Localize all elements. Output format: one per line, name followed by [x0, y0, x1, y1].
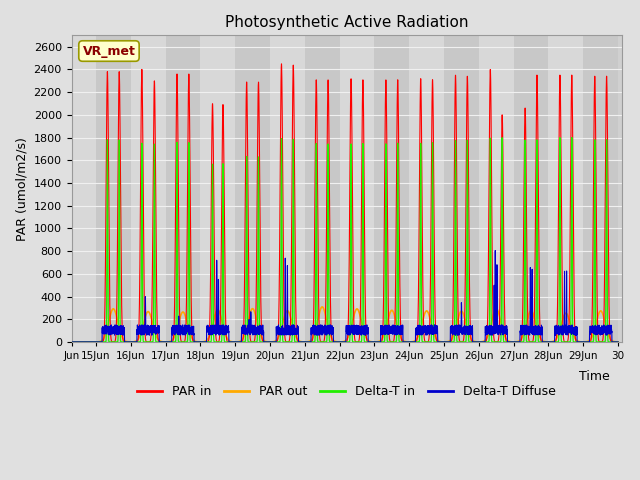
Bar: [235, 36, 270, 342]
Bar: [514, 36, 548, 342]
Title: Photosynthetic Active Radiation: Photosynthetic Active Radiation: [225, 15, 468, 30]
Bar: [61, 36, 96, 342]
Bar: [340, 36, 374, 342]
X-axis label: Time: Time: [579, 370, 609, 383]
Y-axis label: PAR (umol/m2/s): PAR (umol/m2/s): [15, 137, 28, 240]
Bar: [479, 36, 514, 342]
Text: VR_met: VR_met: [83, 45, 136, 58]
Bar: [96, 36, 131, 342]
Bar: [374, 36, 409, 342]
Legend: PAR in, PAR out, Delta-T in, Delta-T Diffuse: PAR in, PAR out, Delta-T in, Delta-T Dif…: [132, 380, 561, 403]
Bar: [305, 36, 340, 342]
Bar: [166, 36, 200, 342]
Bar: [131, 36, 166, 342]
Bar: [409, 36, 444, 342]
Bar: [444, 36, 479, 342]
Bar: [270, 36, 305, 342]
Bar: [548, 36, 583, 342]
Bar: [200, 36, 235, 342]
Bar: [583, 36, 618, 342]
